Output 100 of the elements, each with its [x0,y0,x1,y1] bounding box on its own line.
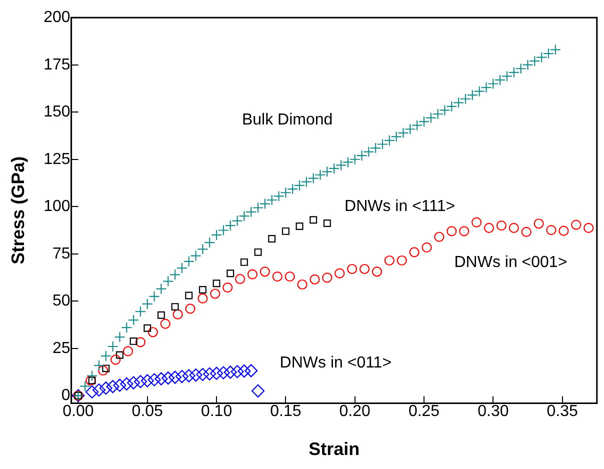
point [484,222,494,234]
point [282,227,290,235]
point [310,274,320,284]
y-tick-label: 75 [52,245,70,262]
x-tick-label: 0.25 [408,403,440,420]
point [162,372,175,385]
point [396,255,407,266]
point [521,226,532,237]
point [334,268,345,278]
point [154,372,168,386]
x-tick-label: 0.10 [200,403,232,420]
x-tick-label: 0.00 [62,403,94,420]
point [238,364,251,378]
point [272,272,282,282]
point [284,272,295,282]
point [182,369,196,382]
point [240,258,248,266]
point [106,380,120,394]
point [268,235,276,242]
x-tick-label: 0.20 [339,403,371,420]
point [185,304,196,314]
point [222,282,233,293]
point [322,272,332,283]
point [113,378,126,392]
point [102,364,110,372]
series-label: DNWs in <001> [454,254,568,271]
point [571,220,582,230]
point [212,280,220,288]
point [120,377,134,390]
point [172,309,183,320]
point [135,337,146,348]
point [171,303,179,311]
point [584,222,594,234]
y-axis-title: Stress (GPa) [8,156,28,264]
point [254,248,262,256]
point [260,266,270,277]
y-tick-label: 0 [61,387,70,404]
point [157,311,165,319]
point [85,385,99,398]
point [434,232,444,242]
point [347,264,358,274]
x-tick-label: 0.05 [132,403,164,420]
point [310,216,318,224]
point [422,242,432,252]
point [189,368,202,382]
point [140,374,154,388]
point [247,269,258,280]
point [99,382,112,395]
point [496,220,507,231]
point [122,346,134,356]
y-tick-label: 200 [44,9,70,26]
point [196,368,210,382]
point [546,225,556,236]
point [244,364,258,378]
point [88,376,96,384]
point [134,375,148,388]
point [168,370,182,384]
point [251,384,265,398]
x-tick-label: 0.15 [270,403,302,420]
point [409,247,420,258]
point [116,351,124,359]
point [198,293,208,304]
point [110,354,121,365]
point [384,255,394,266]
y-tick-label: 125 [44,150,70,168]
point [175,370,188,384]
point [224,366,237,379]
series-label: DNWs in <111> [344,198,456,215]
y-tick-label: 150 [44,104,70,121]
point [534,218,544,229]
x-tick-label: 0.35 [546,403,578,420]
point [210,366,224,380]
point [160,318,170,329]
point [558,226,569,236]
point [472,217,482,228]
point [359,264,370,274]
point [98,365,108,376]
point [203,367,216,380]
point [130,337,138,345]
y-tick-label: 175 [44,56,70,74]
point [86,375,96,386]
point [216,366,230,380]
x-axis-title: Strain [308,439,360,460]
point [126,376,140,390]
point [508,222,519,234]
point [459,226,470,236]
point [148,373,161,386]
point [198,286,206,294]
point [372,266,382,277]
point [210,288,220,299]
point [185,292,193,300]
point [296,222,304,230]
point [226,270,234,278]
point [144,324,152,332]
y-tick-label: 25 [52,340,70,357]
point [148,327,158,338]
point [297,279,308,290]
point [92,383,106,397]
text: Bulk Dimond [242,112,333,129]
point [230,365,244,378]
